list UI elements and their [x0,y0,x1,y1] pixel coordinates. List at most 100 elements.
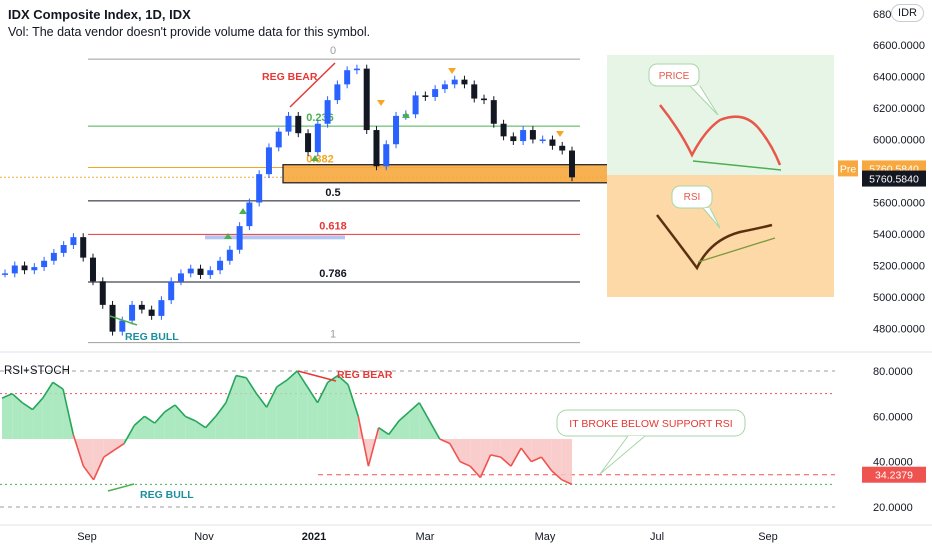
price-tick-label: 5400.0000 [873,229,925,241]
rsi-line [21,402,33,411]
rsi-fill [12,393,23,439]
price-candle [295,115,302,134]
rsi-line [398,411,410,422]
rsi-line [1,392,13,399]
signal-triangle [377,100,385,106]
rsi-fill [175,405,186,439]
rsi-fill [276,380,287,439]
price-candle [89,257,96,282]
rsi-fill [103,439,114,458]
price-candle [529,130,536,140]
rsi-line [133,415,146,426]
rsi-line [235,374,247,379]
rsi-line [408,402,420,413]
price-candle [324,100,331,124]
price-sketch-bubble [648,63,700,87]
price-candle [177,273,184,282]
rsi-fill [185,416,196,439]
price-candle [129,304,136,321]
price-candle [441,84,448,90]
rsi-line [225,375,237,404]
fib-level-label: 0.382 [306,154,334,166]
rsi-line [194,420,207,429]
rsi-fill [327,375,338,439]
reg-bull-rsi-line [107,483,135,492]
rsi-fill [480,439,491,478]
rsi-fill [460,439,471,467]
price-candle [21,265,28,271]
rsi-line [388,420,400,435]
rsi-fill [419,402,430,439]
rsi-line [306,386,319,404]
rsi-line [439,438,451,445]
rsi-line [296,370,309,388]
currency-button[interactable]: IDR [891,4,924,22]
rsi-fill [510,439,522,467]
price-candle [520,130,527,142]
price-candle [11,265,18,274]
rsi-line [540,456,553,472]
rsi-line [164,404,176,413]
price-candle [148,309,155,316]
price-sketch-box [607,55,834,175]
price-sketch-trend [692,160,782,171]
rsi-fill [113,439,125,451]
rsi-line [286,370,298,381]
support-box [282,164,617,184]
price-candle [109,304,116,332]
rsi-sketch-label: RSI [684,192,701,203]
rsi-line [184,415,196,422]
rsi-fill [225,375,237,439]
rsi-line [337,374,349,386]
rsi-value-tag [862,466,926,483]
rsi-callout-tail [599,435,646,475]
rsi-fill [531,439,542,462]
price-candle [60,245,67,253]
price-candle [41,260,48,268]
price-candle [168,281,175,301]
rsi-sketch-box [607,175,834,297]
rsi-fill [398,411,410,439]
rsi-line [245,377,258,395]
fib-level-label: 0.786 [319,268,347,280]
price-candle [217,260,224,271]
rsi-line [479,454,492,478]
rsi-fill [215,402,226,439]
price-candle [549,139,556,146]
price-candle [412,95,419,115]
rsi-line [113,442,125,451]
price-candle [80,237,87,258]
fib-level-label: 1 [330,329,336,341]
rsi-fill [164,405,176,439]
premarket-tag-label: Pre [840,163,857,175]
price-candle [353,68,360,71]
price-candle [363,68,370,131]
rsi-fill [541,439,552,471]
price-candle [265,147,272,175]
time-axis-label: Mar [416,531,435,543]
time-axis-label: Sep [77,531,97,543]
rsi-line [500,456,512,467]
price-candle [500,123,507,137]
indicator-title: RSI+STOCH [4,365,70,377]
volume-note: Vol: The data vendor doesn't provide vol… [8,25,371,39]
rsi-line [551,470,563,481]
rsi-fill [134,416,145,439]
rsi-line [367,427,380,467]
rsi-line [510,447,522,467]
price-tick-label: 5600.0000 [873,198,925,210]
time-axis-label: Jul [650,531,664,543]
price-candle [197,268,204,275]
rsi-line [561,479,573,486]
last-price-tag [862,170,926,187]
rsi-sketch-bubble [671,185,713,209]
rsi-fill [246,377,257,439]
rsi-line [357,416,370,467]
rsi-tick-label: 80.0000 [873,366,913,378]
price-candle [383,144,390,167]
price-candle [31,267,38,271]
rsi-line [469,465,481,479]
rsi-fill [297,371,308,439]
price-candle [569,150,575,178]
